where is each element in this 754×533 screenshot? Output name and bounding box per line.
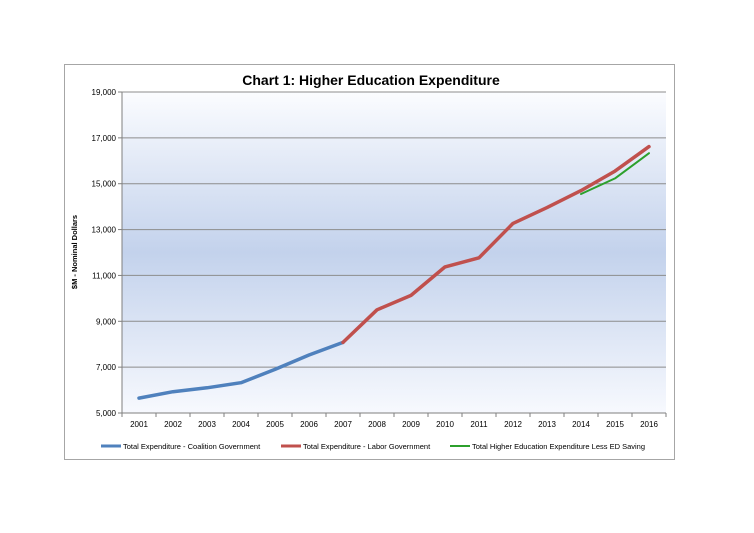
y-tick-label: 7,000 <box>96 363 117 372</box>
x-tick-label: 2012 <box>504 420 522 429</box>
x-tick-label: 2014 <box>572 420 590 429</box>
series-line-1 <box>137 340 345 400</box>
chart-title: Chart 1: Higher Education Expenditure <box>242 72 500 88</box>
axes <box>118 91 667 417</box>
y-axis-label: $M - Nominal Dollars <box>70 215 79 289</box>
series-lines <box>137 144 651 400</box>
x-tick-label: 2001 <box>130 420 148 429</box>
y-tick-label: 19,000 <box>92 88 117 97</box>
legend: Total Expenditure - Coalition Government… <box>101 442 645 451</box>
y-tick-label: 5,000 <box>96 409 117 418</box>
x-tick-labels: 2001 2002 2003 2004 2005 2006 2007 2008 2009 2010… <box>130 420 658 429</box>
line-chart: Chart 1: Higher Education Expenditure 5,… <box>70 72 667 451</box>
x-tick-label: 2003 <box>198 420 216 429</box>
chart-frame: Chart 1: Higher Education Expenditure 5,… <box>64 64 675 460</box>
y-tick-label: 11,000 <box>92 271 116 280</box>
x-tick-label: 2013 <box>538 420 556 429</box>
x-tick-label: 2015 <box>606 420 624 429</box>
x-tick-label: 2009 <box>402 420 420 429</box>
series-line-3 <box>580 152 650 195</box>
gridlines <box>122 91 666 368</box>
y-tick-label: 15,000 <box>92 180 117 189</box>
plot-area <box>122 92 666 413</box>
y-tick-label: 9,000 <box>96 317 117 326</box>
legend-label: Total Expenditure - Labor Government <box>303 442 431 451</box>
x-tick-label: 2006 <box>300 420 318 429</box>
x-tick-label: 2008 <box>368 420 386 429</box>
x-tick-label: 2007 <box>334 420 352 429</box>
x-tick-label: 2004 <box>232 420 250 429</box>
legend-label: Total Higher Education Expenditure Less … <box>472 442 645 451</box>
x-tick-label: 2011 <box>470 420 488 429</box>
legend-label: Total Expenditure - Coalition Government <box>123 442 261 451</box>
x-tick-label: 2002 <box>164 420 182 429</box>
y-tick-labels: 5,000 7,000 9,000 11,000 13,000 15,000 17,000 1… <box>92 88 117 418</box>
y-tick-label: 13,000 <box>92 226 117 235</box>
x-tick-label: 2016 <box>640 420 658 429</box>
y-tick-label: 17,000 <box>92 134 117 143</box>
series-line-2 <box>341 144 651 345</box>
x-tick-label: 2010 <box>436 420 454 429</box>
x-tick-label: 2005 <box>266 420 284 429</box>
